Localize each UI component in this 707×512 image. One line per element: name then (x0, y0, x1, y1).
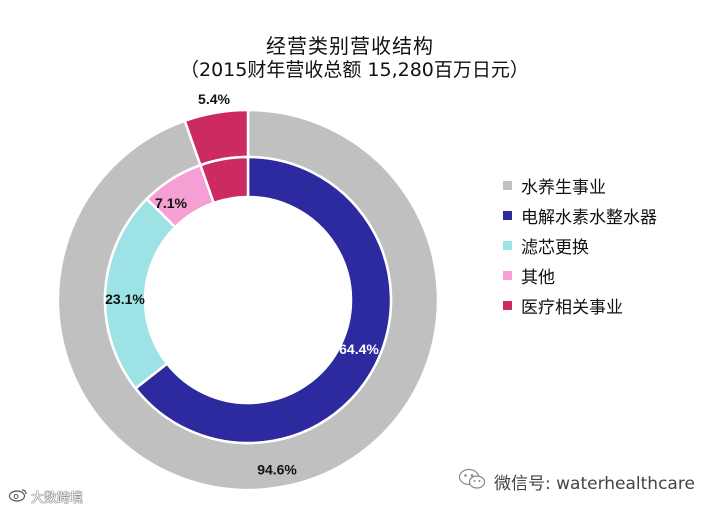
legend-label: 电解水素水整水器 (521, 207, 657, 228)
legend-item-4: 医疗相关事业 (503, 290, 657, 320)
legend-item-3: 其他 (503, 260, 657, 290)
watermark-left: 大数跨境 (8, 487, 83, 506)
inner-data-label-0: 64.4% (339, 341, 379, 357)
chart-legend: 水养生事业电解水素水整水器 滤芯更换其他医疗相关事业 (503, 170, 657, 320)
legend-swatch (503, 240, 512, 250)
legend-item-0: 水养生事业 (503, 170, 657, 200)
legend-swatch (503, 300, 512, 310)
legend-item-1: 电解水素水整水器 (503, 200, 657, 230)
legend-label: 水养生事业 (521, 177, 606, 198)
legend-swatch (503, 210, 512, 220)
legend-swatch (503, 180, 512, 190)
legend-item-2: 滤芯更换 (503, 230, 657, 260)
weibo-icon (8, 488, 28, 506)
legend-label: 滤芯更换 (521, 237, 589, 258)
outer-data-label-1: 5.4% (198, 91, 230, 107)
outer-data-label-0: 94.6% (257, 462, 297, 478)
watermark-left-text: 大数跨境 (31, 491, 84, 506)
inner-ring-slice-0 (133, 155, 393, 445)
inner-data-label-1: 23.1% (105, 291, 145, 307)
inner-ring-slice-3 (198, 155, 250, 205)
legend-label: 医疗相关事业 (521, 297, 623, 318)
wechat-icon (458, 468, 486, 495)
watermark-right: 微信号: waterhealthcare (458, 468, 695, 495)
legend-label: 其他 (521, 267, 555, 288)
inner-data-label-2: 7.1% (155, 195, 187, 211)
chart-subtitle: （2015财年营收总额 15,280百万日元） (180, 59, 529, 81)
chart-title: 经营类别营收结构 (266, 34, 434, 58)
legend-swatch (503, 270, 512, 280)
watermark-right-text: 微信号: waterhealthcare (494, 474, 695, 494)
